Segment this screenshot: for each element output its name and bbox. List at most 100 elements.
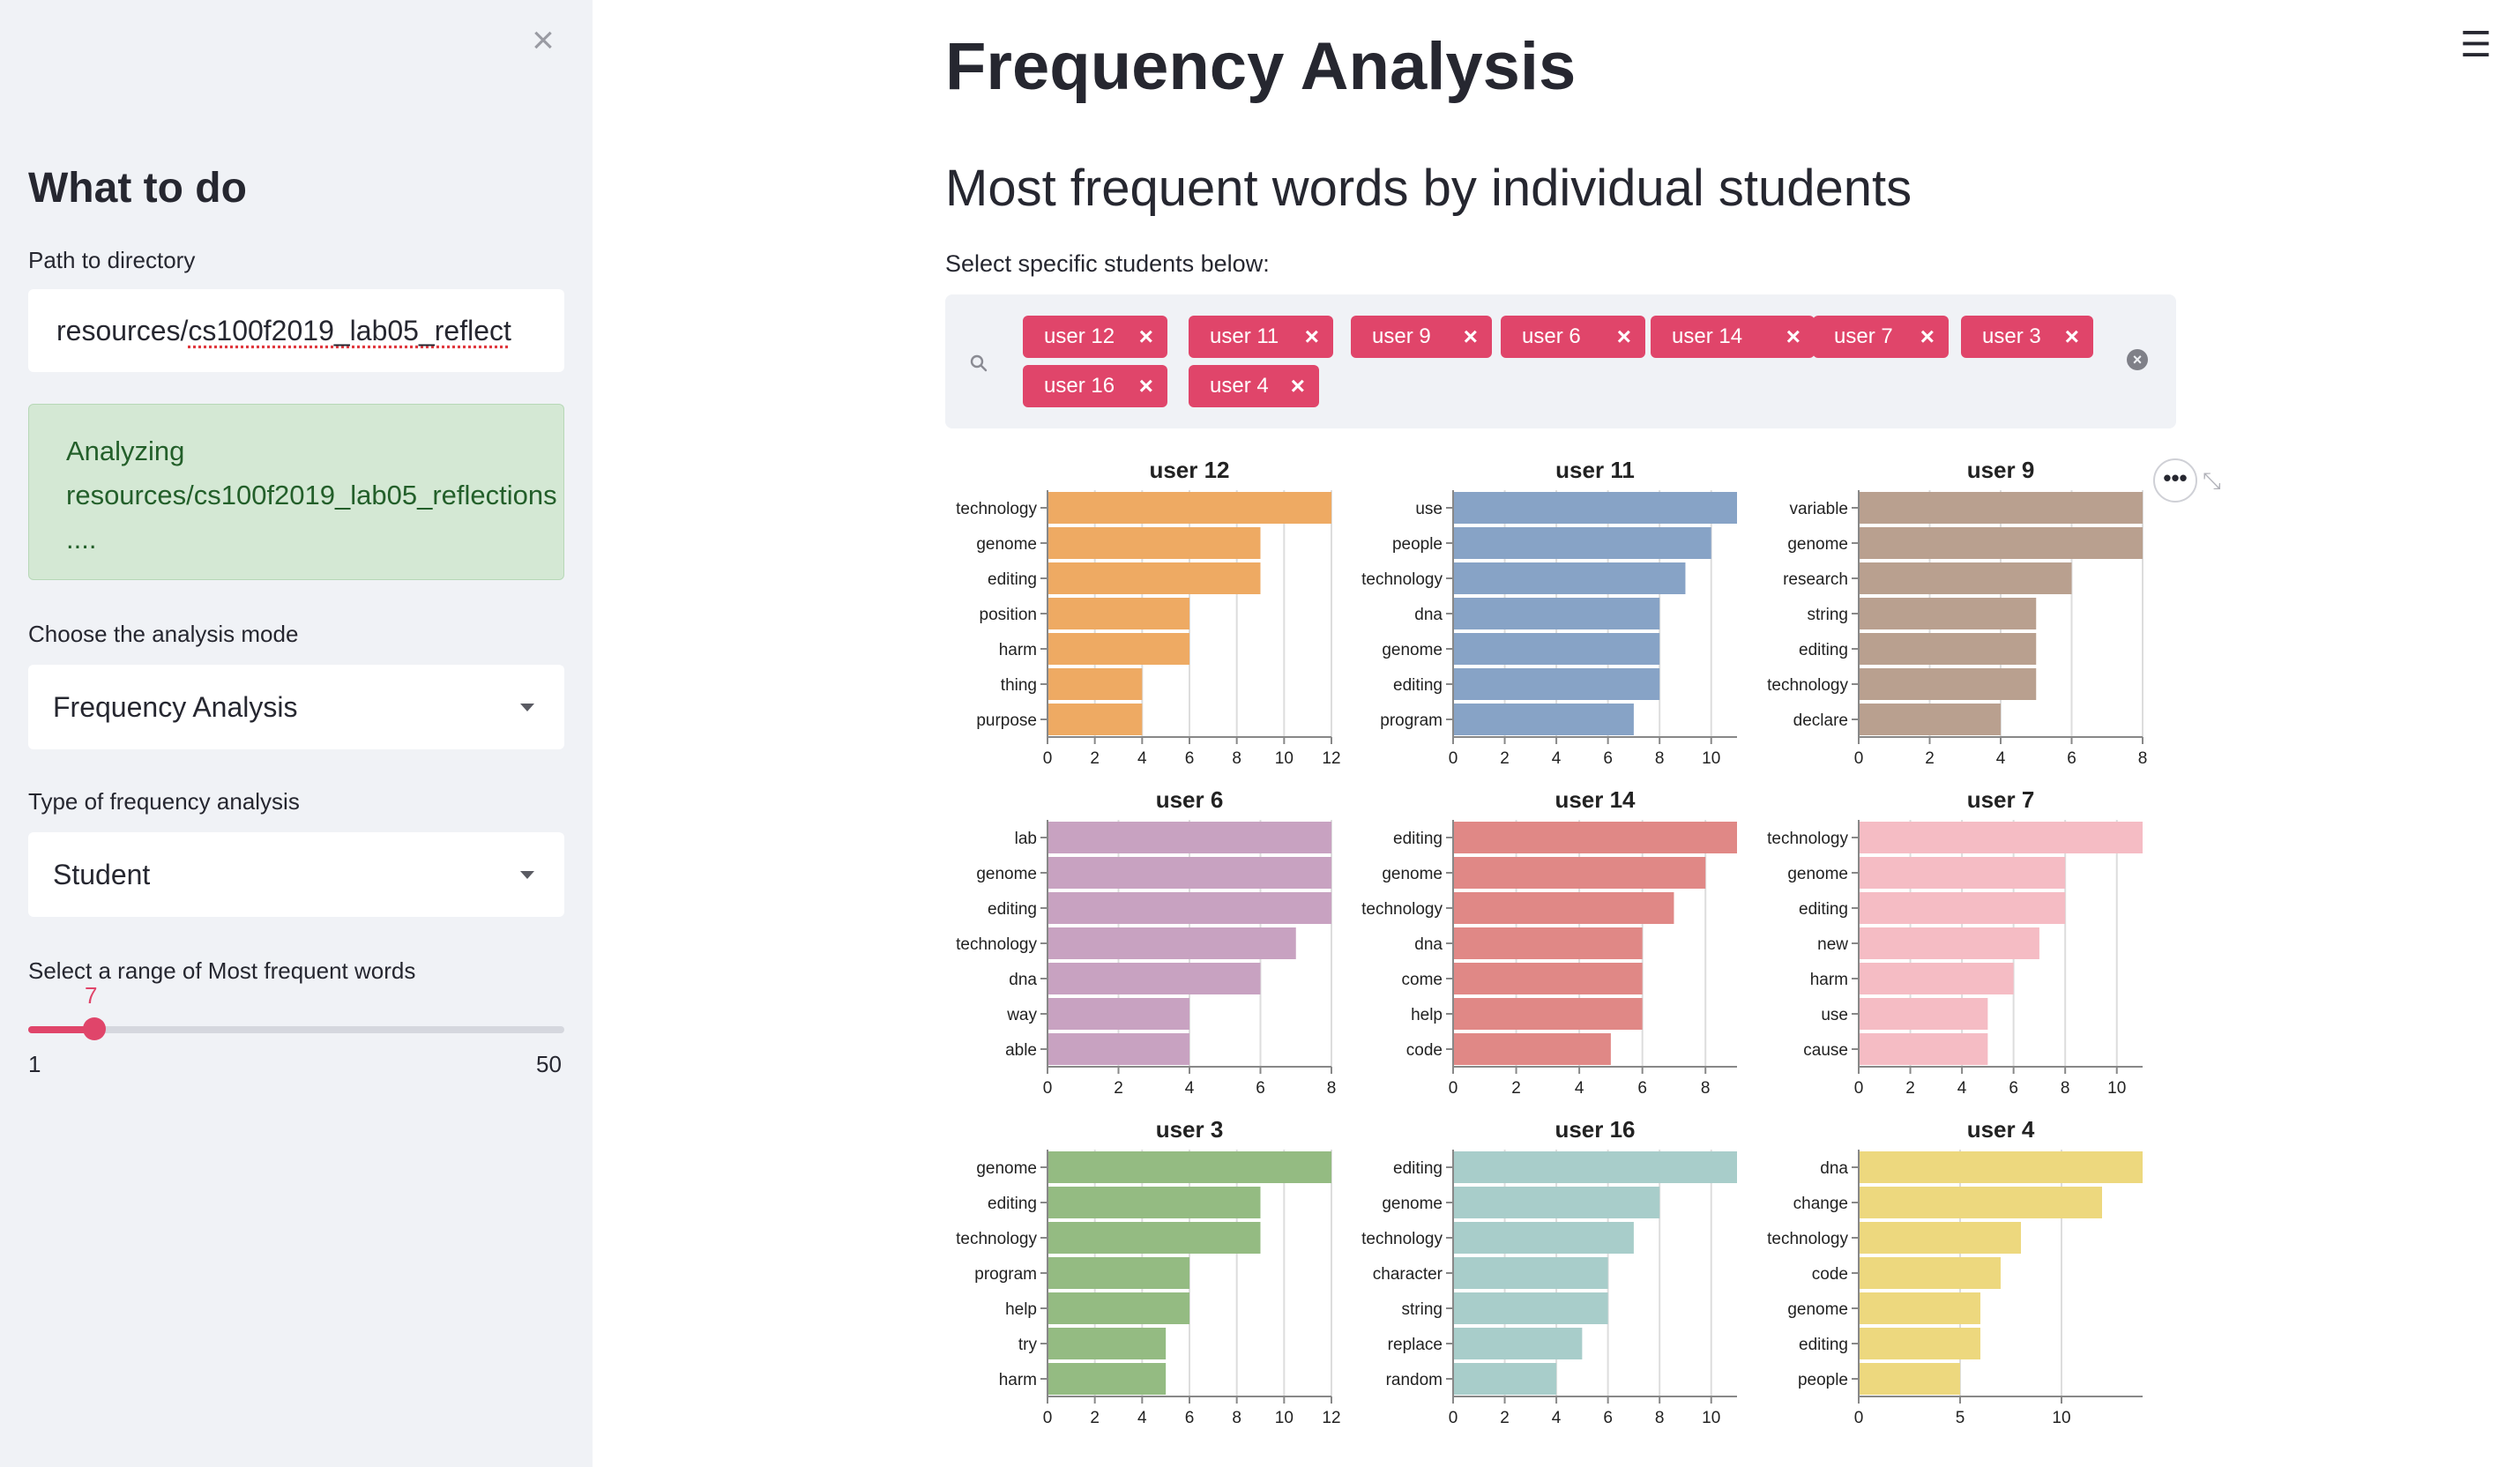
remove-chip-icon[interactable]: × [1463, 323, 1478, 350]
bar [1453, 1151, 1737, 1183]
x-tick-label: 8 [2061, 1079, 2070, 1098]
y-tick-label: genome [976, 1159, 1037, 1178]
bar [1453, 1222, 1634, 1254]
close-icon[interactable]: × [532, 19, 555, 62]
student-chip[interactable]: user 7 × [1813, 316, 1949, 358]
remove-chip-icon[interactable]: × [1138, 372, 1153, 399]
bar [1859, 1363, 1960, 1395]
bar [1859, 527, 2143, 559]
y-tick-label: thing [1001, 676, 1037, 695]
x-tick-label: 2 [1511, 1079, 1521, 1098]
student-chip[interactable]: user 16 × [1023, 365, 1167, 407]
sidebar-title: What to do [28, 165, 247, 212]
remove-chip-icon[interactable]: × [1304, 323, 1319, 350]
bar [1859, 562, 2072, 594]
y-tick-label: use [1821, 1006, 1848, 1024]
y-tick-label: genome [1787, 865, 1848, 883]
hamburger-menu-icon[interactable]: ☰ [2460, 26, 2492, 64]
x-tick-label: 4 [1185, 1079, 1195, 1098]
y-tick-label: genome [1382, 641, 1443, 659]
bar [1048, 927, 1296, 959]
mode-label: Choose the analysis mode [28, 621, 299, 647]
student-chip[interactable]: user 4 × [1189, 365, 1319, 407]
x-tick-label: 2 [1090, 749, 1100, 768]
slider-label: Select a range of Most frequent words [28, 957, 416, 984]
x-tick-label: 2 [1500, 749, 1510, 768]
chip-label: user 11 [1210, 324, 1279, 348]
more-actions-icon[interactable]: ••• [2153, 458, 2197, 503]
y-tick-label: harm [1810, 971, 1848, 989]
type-label: Type of frequency analysis [28, 788, 300, 815]
info-box: Analyzing resources/cs100f2019_lab05_ref… [28, 404, 564, 580]
x-tick-label: 0 [1854, 749, 1864, 768]
bar [1048, 1222, 1261, 1254]
section-title: Most frequent words by individual studen… [945, 160, 1912, 217]
mode-select[interactable]: Frequency Analysis [28, 665, 564, 749]
bar [1453, 1187, 1660, 1218]
bar [1859, 1292, 1980, 1324]
bar [1048, 1033, 1189, 1065]
y-tick-label: dna [1414, 606, 1443, 624]
remove-chip-icon[interactable]: × [2064, 323, 2079, 350]
y-tick-label: genome [1787, 1300, 1848, 1319]
info-line-2: resources/cs100f2019_lab05_reflections [66, 480, 557, 510]
type-select[interactable]: Student [28, 832, 564, 917]
slider-track[interactable] [28, 1026, 564, 1033]
y-tick-label: character [1373, 1265, 1443, 1284]
y-tick-label: harm [999, 1371, 1037, 1389]
y-tick-label: variable [1789, 500, 1848, 518]
info-line-1: Analyzing [66, 436, 185, 466]
remove-chip-icon[interactable]: × [1920, 323, 1935, 350]
student-chip[interactable]: user 9 × [1351, 316, 1492, 358]
slider-thumb[interactable] [83, 1017, 106, 1040]
y-tick-label: editing [988, 900, 1037, 919]
student-chip[interactable]: user 11 × [1189, 316, 1333, 358]
chart-title: user 6 [1156, 786, 1224, 813]
y-tick-label: editing [1799, 900, 1848, 919]
bar [1048, 822, 1331, 853]
y-tick-label: technology [1361, 570, 1443, 589]
remove-chip-icon[interactable]: × [1616, 323, 1631, 350]
remove-chip-icon[interactable]: × [1138, 323, 1153, 350]
bar [1048, 892, 1331, 924]
page-title: Frequency Analysis [945, 29, 1577, 104]
student-multiselect[interactable]: user 12 × user 11 × user 9 × user 6 × user 14 × us… [945, 294, 2176, 428]
bar [1859, 963, 2014, 994]
x-tick-label: 10 [2107, 1079, 2126, 1098]
bar [1453, 633, 1660, 665]
y-tick-label: editing [988, 570, 1037, 589]
chart-title: user 16 [1554, 1116, 1635, 1143]
student-chip[interactable]: user 14 × [1651, 316, 1815, 358]
clear-all-icon[interactable]: × [2127, 349, 2148, 370]
remove-chip-icon[interactable]: × [1786, 323, 1801, 350]
y-tick-label: genome [1787, 535, 1848, 554]
bar [1859, 1257, 2001, 1289]
x-tick-label: 10 [1702, 1409, 1720, 1427]
bar [1859, 492, 2143, 524]
chart-title: user 7 [1967, 786, 2035, 813]
y-tick-label: editing [988, 1195, 1037, 1213]
chevron-down-icon [520, 704, 534, 711]
y-tick-label: technology [956, 935, 1037, 954]
y-tick-label: new [1817, 935, 1848, 954]
student-chip[interactable]: user 12 × [1023, 316, 1167, 358]
info-line-3: .... [66, 524, 97, 555]
x-tick-label: 12 [1322, 1409, 1340, 1427]
bar [1859, 927, 2039, 959]
x-tick-label: 6 [1637, 1079, 1647, 1098]
mode-select-value: Frequency Analysis [53, 691, 298, 723]
expand-icon[interactable]: ⤡ [2203, 467, 2221, 494]
student-chip[interactable]: user 3 × [1961, 316, 2093, 358]
type-select-value: Student [53, 859, 151, 890]
x-tick-label: 8 [1701, 1079, 1711, 1098]
y-tick-label: dna [1009, 971, 1037, 989]
path-input[interactable]: resources/cs100f2019_lab05_reflect [28, 289, 564, 372]
remove-chip-icon[interactable]: × [1290, 372, 1305, 399]
y-tick-label: editing [1393, 830, 1443, 848]
y-tick-label: change [1793, 1195, 1848, 1213]
bar [1048, 1187, 1261, 1218]
x-tick-label: 4 [1996, 749, 2006, 768]
student-chip[interactable]: user 6 × [1501, 316, 1645, 358]
y-tick-label: come [1402, 971, 1443, 989]
